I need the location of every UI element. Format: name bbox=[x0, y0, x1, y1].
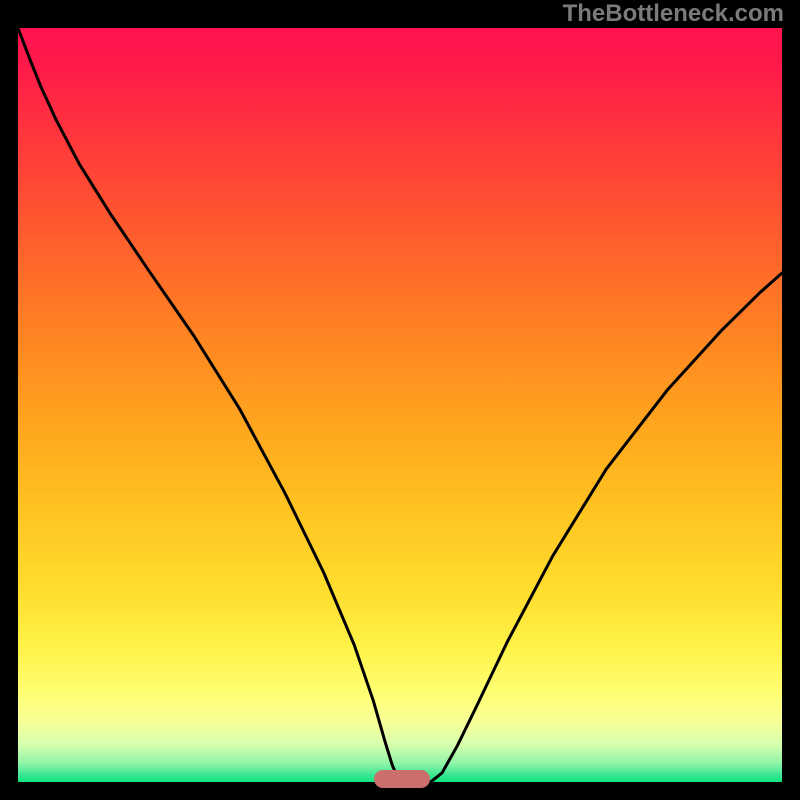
plot-area bbox=[18, 28, 782, 782]
watermark-text: TheBottleneck.com bbox=[563, 0, 784, 28]
gradient-background bbox=[18, 28, 782, 782]
chart-svg bbox=[18, 28, 782, 782]
optimum-marker bbox=[374, 770, 430, 788]
